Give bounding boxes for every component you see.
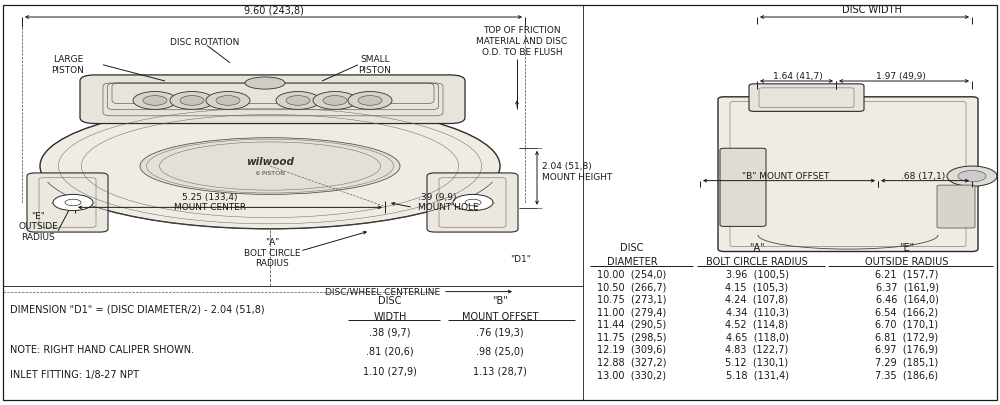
Text: "B": "B" bbox=[492, 296, 508, 305]
Text: DISC: DISC bbox=[620, 243, 644, 253]
Text: 4.52  (114,8): 4.52 (114,8) bbox=[725, 320, 789, 330]
Text: DISC WIDTH: DISC WIDTH bbox=[842, 5, 902, 15]
Text: DIMENSION "D1" = (DISC DIAMETER/2) - 2.04 (51,8): DIMENSION "D1" = (DISC DIAMETER/2) - 2.0… bbox=[10, 305, 265, 315]
Text: 10.75  (273,1): 10.75 (273,1) bbox=[597, 295, 667, 305]
Text: 7.29  (185,1): 7.29 (185,1) bbox=[875, 358, 939, 367]
Text: DIAMETER: DIAMETER bbox=[607, 257, 657, 267]
Text: INLET FITTING: 1/8-27 NPT: INLET FITTING: 1/8-27 NPT bbox=[10, 370, 139, 379]
Circle shape bbox=[465, 199, 481, 206]
Text: 6.37  (161,9): 6.37 (161,9) bbox=[876, 282, 938, 292]
Text: 2.04 (51,8)
MOUNT HEIGHT: 2.04 (51,8) MOUNT HEIGHT bbox=[542, 162, 612, 182]
Circle shape bbox=[313, 92, 357, 109]
Text: "A"
BOLT CIRCLE
RADIUS: "A" BOLT CIRCLE RADIUS bbox=[244, 238, 300, 269]
Text: 3.96  (100,5): 3.96 (100,5) bbox=[726, 270, 788, 279]
Text: 4.15  (105,3): 4.15 (105,3) bbox=[725, 282, 789, 292]
Text: DISC: DISC bbox=[378, 296, 402, 305]
Text: 6.54  (166,2): 6.54 (166,2) bbox=[875, 307, 939, 317]
Circle shape bbox=[453, 194, 493, 211]
Text: 5.25 (133,4)
MOUNT CENTER: 5.25 (133,4) MOUNT CENTER bbox=[174, 193, 246, 212]
Ellipse shape bbox=[245, 77, 285, 89]
Text: 4.65  (118,0): 4.65 (118,0) bbox=[726, 333, 788, 342]
Text: wilwood: wilwood bbox=[246, 157, 294, 167]
Text: 6.21  (157,7): 6.21 (157,7) bbox=[875, 270, 939, 279]
Text: DISC ROTATION: DISC ROTATION bbox=[170, 38, 240, 47]
Circle shape bbox=[276, 92, 320, 109]
Text: LARGE
PISTON: LARGE PISTON bbox=[52, 55, 84, 75]
Text: .81 (20,6): .81 (20,6) bbox=[366, 346, 414, 356]
FancyBboxPatch shape bbox=[80, 75, 465, 124]
Text: 5.12  (130,1): 5.12 (130,1) bbox=[725, 358, 789, 367]
Text: 5.18  (131,4): 5.18 (131,4) bbox=[726, 370, 788, 380]
Text: .98 (25,0): .98 (25,0) bbox=[476, 346, 524, 356]
Text: DISC/WHEEL CENTERLINE: DISC/WHEEL CENTERLINE bbox=[325, 287, 440, 296]
Text: SMALL
PISTON: SMALL PISTON bbox=[359, 55, 391, 75]
Text: 1.10 (27,9): 1.10 (27,9) bbox=[363, 367, 417, 376]
FancyBboxPatch shape bbox=[937, 185, 975, 228]
Circle shape bbox=[143, 96, 167, 105]
Text: 6.70  (170,1): 6.70 (170,1) bbox=[875, 320, 939, 330]
Text: 11.75  (298,5): 11.75 (298,5) bbox=[597, 333, 667, 342]
Text: .38 (9,7): .38 (9,7) bbox=[369, 328, 411, 338]
Text: "A": "A" bbox=[749, 243, 765, 253]
FancyBboxPatch shape bbox=[27, 173, 108, 232]
Text: BOLT CIRCLE RADIUS: BOLT CIRCLE RADIUS bbox=[706, 257, 808, 267]
Text: 1.13 (28,7): 1.13 (28,7) bbox=[473, 367, 527, 376]
Text: 11.00  (279,4): 11.00 (279,4) bbox=[597, 307, 667, 317]
Text: 7.35  (186,6): 7.35 (186,6) bbox=[875, 370, 939, 380]
Text: 12.19  (309,6): 12.19 (309,6) bbox=[597, 345, 667, 355]
Text: 6.97  (176,9): 6.97 (176,9) bbox=[875, 345, 939, 355]
Text: 1.97 (49,9): 1.97 (49,9) bbox=[876, 72, 926, 81]
Circle shape bbox=[323, 96, 347, 105]
Text: "B" MOUNT OFFSET: "B" MOUNT OFFSET bbox=[742, 172, 830, 181]
Circle shape bbox=[947, 166, 997, 186]
Circle shape bbox=[358, 96, 382, 105]
FancyBboxPatch shape bbox=[427, 173, 518, 232]
Circle shape bbox=[348, 92, 392, 109]
Circle shape bbox=[65, 199, 81, 206]
Circle shape bbox=[958, 171, 986, 182]
Ellipse shape bbox=[140, 138, 400, 194]
Text: 13.00  (330,2): 13.00 (330,2) bbox=[597, 370, 667, 380]
Text: 1.64 (41,7): 1.64 (41,7) bbox=[773, 72, 823, 81]
Text: 10.50  (266,7): 10.50 (266,7) bbox=[597, 282, 667, 292]
Text: 6 PISTON: 6 PISTON bbox=[256, 171, 284, 176]
Text: 6.81  (172,9): 6.81 (172,9) bbox=[875, 333, 939, 342]
Text: NOTE: RIGHT HAND CALIPER SHOWN.: NOTE: RIGHT HAND CALIPER SHOWN. bbox=[10, 345, 194, 355]
Text: 9.60 (243,8): 9.60 (243,8) bbox=[244, 6, 303, 15]
Text: 12.88  (327,2): 12.88 (327,2) bbox=[597, 358, 667, 367]
Circle shape bbox=[133, 92, 177, 109]
FancyBboxPatch shape bbox=[718, 97, 978, 252]
Circle shape bbox=[216, 96, 240, 105]
FancyBboxPatch shape bbox=[749, 84, 864, 111]
Circle shape bbox=[206, 92, 250, 109]
Text: "D1": "D1" bbox=[511, 255, 531, 264]
Text: .76 (19,3): .76 (19,3) bbox=[476, 328, 524, 338]
Text: 4.83  (122,7): 4.83 (122,7) bbox=[725, 345, 789, 355]
Text: "E": "E" bbox=[899, 243, 915, 253]
Circle shape bbox=[170, 92, 214, 109]
Circle shape bbox=[180, 96, 204, 105]
Text: OUTSIDE RADIUS: OUTSIDE RADIUS bbox=[865, 257, 949, 267]
Circle shape bbox=[53, 194, 93, 211]
Text: 11.44  (290,5): 11.44 (290,5) bbox=[597, 320, 667, 330]
Text: .68 (17,1): .68 (17,1) bbox=[901, 172, 945, 181]
FancyBboxPatch shape bbox=[720, 148, 766, 226]
Text: 10.00  (254,0): 10.00 (254,0) bbox=[597, 270, 667, 279]
Text: "E"
OUTSIDE
RADIUS: "E" OUTSIDE RADIUS bbox=[18, 211, 58, 242]
Text: .39 (9,9)
MOUNT HOLE: .39 (9,9) MOUNT HOLE bbox=[418, 193, 479, 212]
Text: 4.24  (107,8): 4.24 (107,8) bbox=[725, 295, 789, 305]
Text: 4.34  (110,3): 4.34 (110,3) bbox=[726, 307, 788, 317]
Ellipse shape bbox=[40, 103, 500, 229]
Text: TOP OF FRICTION
MATERIAL AND DISC
O.D. TO BE FLUSH: TOP OF FRICTION MATERIAL AND DISC O.D. T… bbox=[476, 26, 568, 57]
Text: WIDTH: WIDTH bbox=[373, 312, 407, 322]
Text: 6.46  (164,0): 6.46 (164,0) bbox=[876, 295, 938, 305]
Text: MOUNT OFFSET: MOUNT OFFSET bbox=[462, 312, 538, 322]
Circle shape bbox=[286, 96, 310, 105]
